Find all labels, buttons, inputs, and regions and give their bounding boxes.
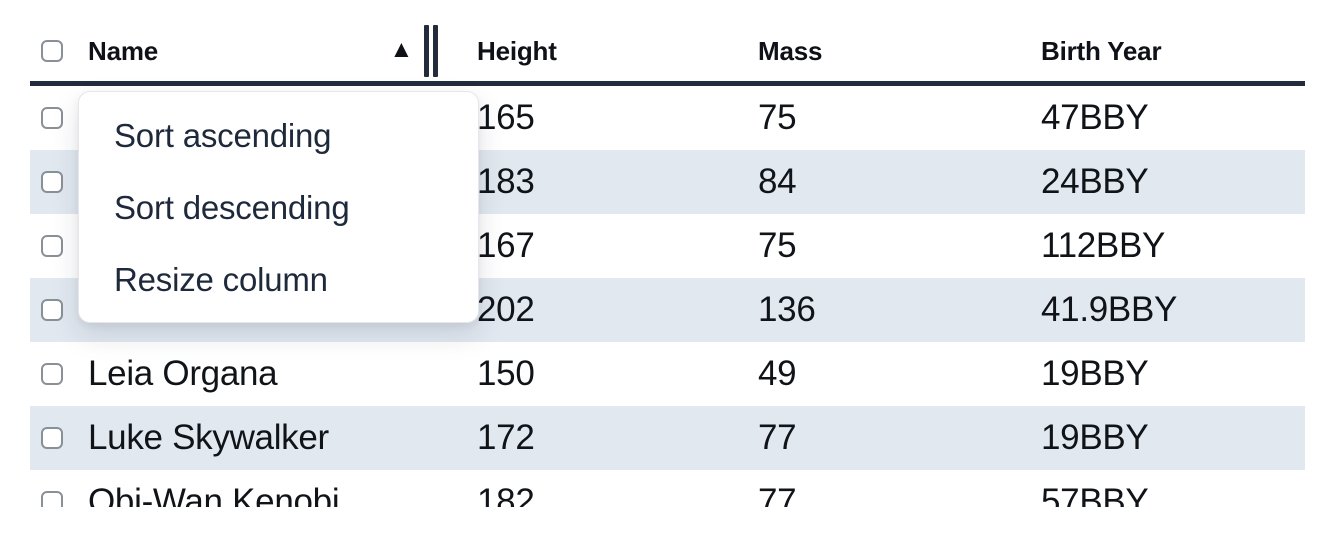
cell-mass: 49 xyxy=(758,354,797,393)
cell-height: 167 xyxy=(477,226,535,265)
row-checkbox[interactable] xyxy=(41,427,63,449)
row-checkbox-cell xyxy=(30,86,78,150)
row-checkbox[interactable] xyxy=(41,363,63,385)
column-header-name-label: Name xyxy=(88,35,159,66)
table-row: Leia Organa 150 49 19BBY xyxy=(30,342,1305,406)
cell-mass: 136 xyxy=(758,290,816,329)
table-row: 167 75 112BBY xyxy=(30,214,1305,278)
row-checkbox[interactable] xyxy=(41,107,63,129)
table-header-row: Name ▲ Height Mass Birth Year xyxy=(30,0,1305,86)
row-checkbox[interactable] xyxy=(41,235,63,257)
cell-mass: 77 xyxy=(758,418,797,457)
cell-birth-year: 19BBY xyxy=(1041,418,1149,457)
column-header-name[interactable]: Name ▲ xyxy=(78,0,467,81)
select-all-checkbox[interactable] xyxy=(41,40,63,62)
column-context-menu: Sort ascending Sort descending Resize co… xyxy=(78,91,479,323)
cell-birth-year: 24BBY xyxy=(1041,162,1149,201)
cell-height: 182 xyxy=(477,482,535,507)
cell-mass: 75 xyxy=(758,226,797,265)
cell-height: 165 xyxy=(477,98,535,137)
cell-mass: 75 xyxy=(758,98,797,137)
row-checkbox[interactable] xyxy=(41,491,63,507)
column-resize-handle-icon[interactable] xyxy=(424,25,438,77)
cell-height: 202 xyxy=(477,290,535,329)
cell-height: 150 xyxy=(477,354,535,393)
cell-mass: 84 xyxy=(758,162,797,201)
cell-birth-year: 47BBY xyxy=(1041,98,1149,137)
column-header-height[interactable]: Height xyxy=(467,0,748,81)
cell-birth-year: 19BBY xyxy=(1041,354,1149,393)
column-header-height-label: Height xyxy=(477,35,557,66)
column-header-birth-year-label: Birth Year xyxy=(1041,35,1162,66)
cell-birth-year: 57BBY xyxy=(1041,482,1149,507)
row-checkbox[interactable] xyxy=(41,171,63,193)
cell-height: 183 xyxy=(477,162,535,201)
row-checkbox[interactable] xyxy=(41,299,63,321)
cell-name: Obi-Wan Kenobi xyxy=(88,482,340,507)
select-all-cell xyxy=(30,0,78,81)
table-row: Luke Skywalker 172 77 19BBY xyxy=(30,406,1305,470)
cell-name: Luke Skywalker xyxy=(88,418,329,457)
table-row: 165 75 47BBY xyxy=(30,86,1305,150)
column-header-birth-year[interactable]: Birth Year xyxy=(1031,0,1305,81)
menu-item-resize-column[interactable]: Resize column xyxy=(114,261,328,298)
cell-birth-year: 112BBY xyxy=(1041,226,1166,265)
menu-item-sort-ascending[interactable]: Sort ascending xyxy=(114,117,332,154)
row-checkbox-cell xyxy=(30,342,78,406)
cell-mass: 77 xyxy=(758,482,797,507)
row-checkbox-cell xyxy=(30,214,78,278)
cell-height: 172 xyxy=(477,418,535,457)
row-checkbox-cell xyxy=(30,278,78,342)
cell-name: Leia Organa xyxy=(88,354,278,393)
cell-birth-year: 41.9BBY xyxy=(1041,290,1178,329)
row-checkbox-cell xyxy=(30,150,78,214)
row-checkbox-cell xyxy=(30,406,78,470)
table-row: Obi-Wan Kenobi 182 77 57BBY xyxy=(30,470,1305,507)
menu-item-sort-descending[interactable]: Sort descending xyxy=(114,189,350,226)
sort-ascending-icon: ▲ xyxy=(389,36,413,63)
column-header-mass[interactable]: Mass xyxy=(748,0,1031,81)
row-checkbox-cell xyxy=(30,470,78,507)
column-header-mass-label: Mass xyxy=(758,35,823,66)
